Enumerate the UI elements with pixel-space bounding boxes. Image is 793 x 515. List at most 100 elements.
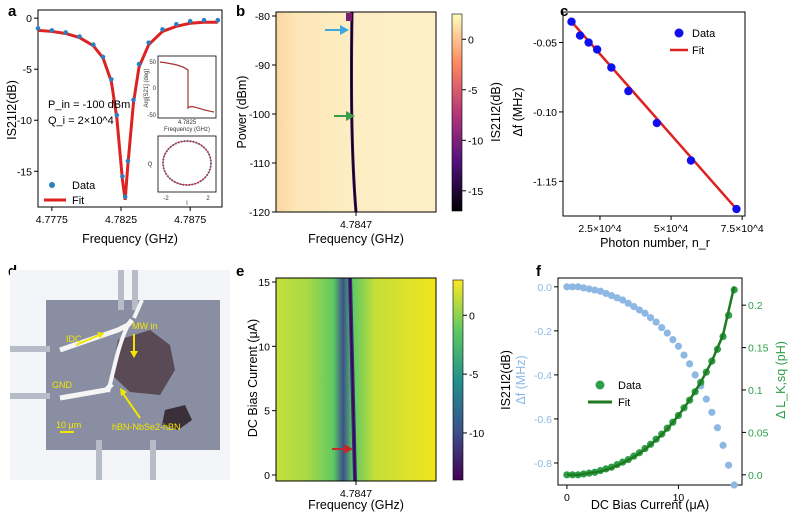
legend-label-data-c: Data [692,28,716,40]
arrow-idc-head [97,332,104,339]
colorbar-b [451,13,463,212]
ytick-c-label: -1.15 [533,176,557,188]
lead-bottom-1 [96,440,102,480]
arrow-blue-b [325,25,349,35]
inset-phase-fit [159,61,215,113]
data-point-f-left [685,360,694,368]
arrow-red-e [332,444,353,454]
xtick-b-label: 4.7847 [340,219,372,231]
plot-a [35,17,221,201]
xlabel-b: Frequency (GHz) [308,232,404,246]
xtick-c-label: 5×10^4 [654,223,689,235]
data-point-f-left [619,296,627,304]
flake-piece [162,405,192,430]
data-point-f-left [702,395,710,403]
data-point-a [187,18,193,24]
data-point-c [592,45,602,54]
inset-phase-xtick: 4.7825 [178,120,197,126]
ytick-b-label: -110 [250,158,270,170]
ylabel-e: DC Bias Current (μA) [246,319,260,437]
axes-f [557,277,743,486]
cbar-tick-b-label: -10 [468,135,483,147]
data-point-f-left [624,299,632,307]
ytick-a-label: 0 [26,13,32,25]
colorbar-ticks-e: 0 -5 -10 [463,310,484,440]
cbar-tick-e-label: -5 [469,369,478,381]
data-point-f-left [680,351,688,359]
ytick-a-label: -5 [23,64,32,76]
arrow-flake-head [120,388,127,396]
arrow-mw-head [130,351,138,358]
wire-gnd [59,382,114,401]
data-point-a [63,30,68,35]
data-point-f-left [663,329,671,337]
data-point-f-left [591,286,599,294]
ticks-e: 15 10 5 0 4.7847 [258,277,372,500]
data-point-a [201,17,207,23]
data-point-f-left [669,336,677,344]
xlabel-a: Frequency (GHz) [82,232,178,246]
inset-iq-xtick-left: -2 [163,196,169,202]
data-point-a [146,40,151,45]
data-point-f-left [613,294,621,302]
panel-letter-e: e [236,263,244,280]
ylabel-left-f: Δf (MHz) [514,355,528,404]
panel-letter-a: a [8,3,17,20]
inset-phase: 4.7825 Frequency (GHz) Arg[S21] (deg) 50… [144,55,217,133]
panel-d: d IDC MW in GND hBN-NbSe2-hBN 10 μm [8,263,230,480]
panel-letter-f: f [536,263,542,280]
data-point-f-left [658,323,666,332]
data-point-c [624,86,633,96]
data-point-f-left [674,342,683,350]
data-point-c [584,38,593,47]
inset-phase-ytick-bottom: -50 [147,113,156,119]
data-point-a [35,26,41,31]
xtick-f-label: 0 [564,492,570,504]
ytick-e-label: 15 [258,277,270,289]
legend-label-data-a: Data [72,180,96,192]
data-point-a [120,174,125,179]
data-point-c [652,118,662,128]
inset-iq-xtick-right: 2 [206,196,210,202]
wire-mw [132,299,144,319]
ylabel-a: IS21I2(dB) [5,80,19,140]
data-point-f-left [630,303,638,311]
arrow-flake [121,391,141,419]
lead-left-2 [10,393,50,399]
ytick-b-label: -120 [249,207,270,219]
resonance-core-e [349,277,356,482]
ytick-f-left-label: -0.8 [534,458,552,470]
inset-iq-fit [162,140,212,186]
ytick-f-left-label: -0.4 [534,370,552,382]
colorbar-label-b: IS21I2(dB) [489,82,503,142]
axes-a [37,9,223,208]
inset-phase-ylabel: Arg[S21] (deg) [144,68,150,107]
data-point-f-left [580,284,588,292]
ytick-c-label: -0.10 [533,107,557,119]
data-point-a [114,112,120,118]
data-point-f-left [719,441,727,449]
scale-bar-label: 10 μm [56,420,81,430]
data-point-c [567,17,576,26]
ticks-c: 2.5×10^4 5×10^4 7.5×10^4 -0.05 -0.10 -1.15 [533,38,764,235]
ylabel-c: Δf (MHz) [511,87,525,136]
cbar-tick-b-label: -15 [468,186,483,198]
legend-marker-data-f [595,380,605,390]
arrow-green-b [334,111,355,121]
fit-line-f [566,286,736,477]
data-point-c [686,156,696,165]
ytick-f-left-label: 0.0 [537,282,552,294]
ytick-a-label: -10 [17,115,32,127]
inset-iq-frame [157,135,217,193]
ytick-e-label: 5 [264,406,270,418]
inset-phase-ytick-top: 50 [149,60,156,66]
xtick-f-label: 10 [673,492,685,504]
data-point-f-left [568,283,577,291]
data-point-f-left [708,408,716,416]
inset-iq: -2 2 I Q [148,135,217,207]
inset-phase-ytick-mid: 0 [153,86,157,92]
legend-label-fit-f: Fit [618,397,630,409]
data-point-f-left [563,283,571,291]
